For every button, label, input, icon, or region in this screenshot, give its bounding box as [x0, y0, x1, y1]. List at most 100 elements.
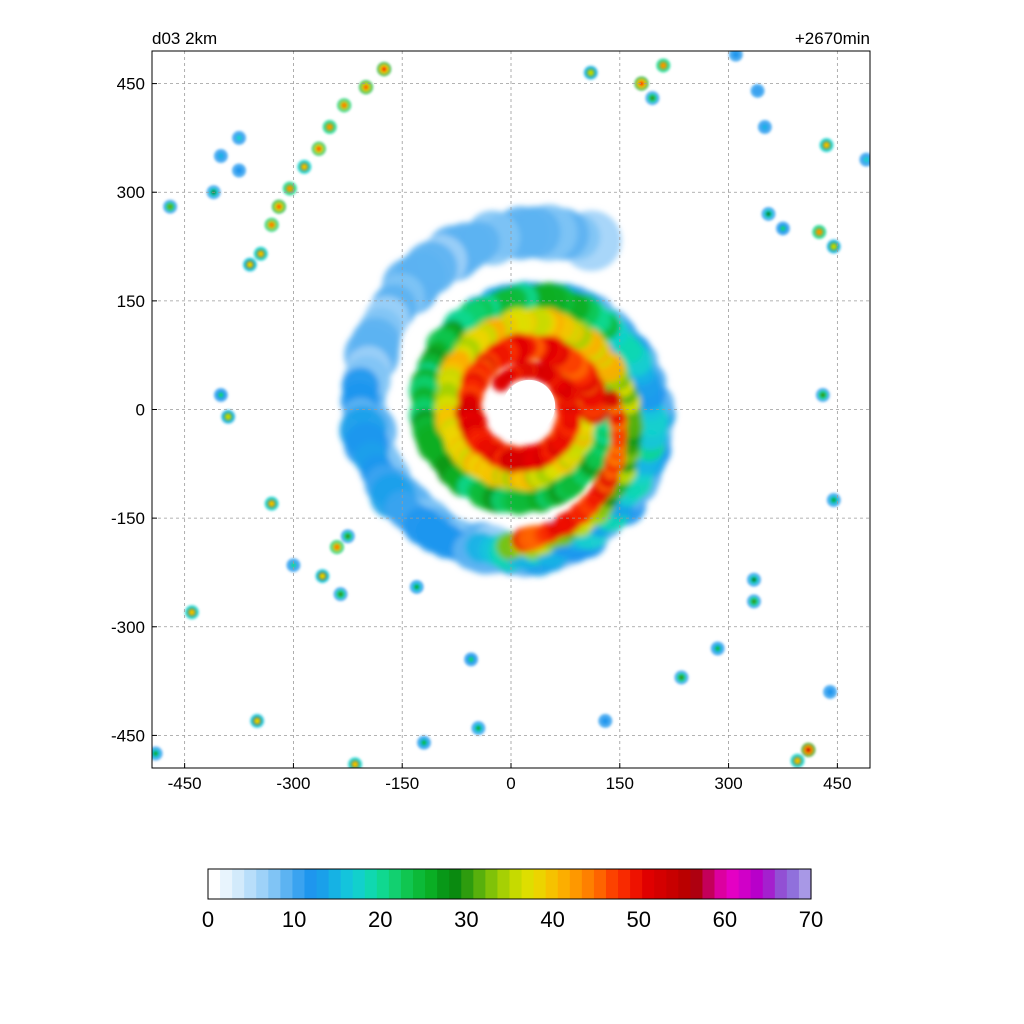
colorbar-swatch: [750, 869, 764, 899]
y-tick-label: -150: [111, 509, 145, 528]
colorbar-swatch: [545, 869, 559, 899]
y-axis-ticks: 450 300 150 0 -150 -300 -450: [111, 75, 157, 745]
cell-core: [649, 95, 656, 101]
colorbar-tick-labels: 0 10 20 30 40 50 60 70: [202, 907, 823, 932]
cell-core: [863, 157, 869, 163]
colorbar-tick-label: 30: [454, 907, 478, 932]
colorbar-swatch: [533, 869, 547, 899]
cell-core: [337, 591, 344, 597]
colorbar-swatch: [605, 869, 619, 899]
colorbar-swatch: [666, 869, 679, 899]
plot-area: [152, 51, 870, 768]
cell-core: [290, 562, 297, 568]
colorbar-swatch: [485, 869, 499, 899]
colorbar-swatch: [714, 869, 728, 899]
colorbar-tick-label: 20: [368, 907, 392, 932]
y-tick-label: -300: [111, 618, 145, 637]
y-tick-label: 0: [136, 401, 145, 420]
cell-core: [831, 497, 837, 503]
cell-core: [475, 725, 481, 731]
cell-core: [363, 84, 369, 90]
rainband-segment: [602, 390, 622, 409]
colorbar-swatch: [208, 869, 221, 899]
x-tick-label: 300: [714, 774, 742, 793]
colorbar-swatch: [509, 869, 523, 899]
colorbar-swatch: [425, 869, 438, 899]
colorbar-swatch: [786, 869, 800, 899]
reflectivity-field: [152, 51, 870, 768]
colorbar-swatch: [340, 869, 354, 899]
cell-core: [218, 392, 224, 398]
x-axis-ticks: -450 -300 -150 0 150 300 450: [168, 763, 852, 793]
colorbar-swatch: [557, 869, 571, 899]
cell-core: [276, 204, 282, 210]
colorbar-swatch: [569, 869, 583, 899]
colorbar-swatch: [413, 869, 426, 899]
cell-core: [715, 645, 721, 652]
cell-core: [319, 573, 326, 579]
colorbar-tick-label: 70: [799, 907, 823, 932]
colorbar-tick-label: 40: [540, 907, 564, 932]
cell-core: [352, 761, 358, 767]
colorbar-swatch: [774, 869, 788, 899]
colorbar-swatch: [364, 869, 378, 899]
colorbar-swatch: [702, 869, 716, 899]
cell-core: [287, 186, 293, 192]
cell-core: [334, 544, 340, 550]
colorbar-swatch: [521, 869, 535, 899]
colorbar: 0 10 20 30 40 50 60 70: [202, 868, 823, 932]
cell-core: [468, 656, 474, 662]
cell-core: [780, 225, 786, 232]
colorbar-swatch: [593, 869, 607, 899]
colorbar-swatch: [618, 869, 631, 899]
cell-core: [301, 164, 307, 170]
colorbar-tick-label: 0: [202, 907, 214, 932]
x-tick-label: 150: [606, 774, 634, 793]
colorbar-tick-label: 10: [282, 907, 306, 932]
colorbar-swatch: [244, 869, 257, 899]
rainband-segment: [491, 373, 510, 392]
colorbar-swatch: [738, 869, 752, 899]
cell-core: [602, 718, 608, 724]
colorbar-swatch: [376, 869, 390, 899]
cell-core: [751, 577, 757, 583]
colorbar-swatch: [328, 869, 342, 899]
colorbar-swatch: [437, 869, 450, 899]
colorbar-frame: [207, 868, 812, 900]
cell-core: [414, 584, 420, 590]
colorbar-swatch: [473, 869, 486, 899]
hurricane-core: [339, 204, 676, 578]
cell-core: [751, 598, 757, 605]
cell-core: [236, 135, 242, 141]
cell-core: [153, 750, 159, 757]
cell-core: [327, 124, 333, 130]
cell-core: [823, 142, 830, 148]
colorbar-swatch: [630, 869, 643, 899]
x-tick-label: 450: [823, 774, 851, 793]
colorbar-swatch: [726, 869, 740, 899]
colorbar-tick-label: 50: [626, 907, 650, 932]
cell-core: [754, 88, 761, 94]
cell-core: [316, 146, 322, 152]
colorbar-swatches: [208, 869, 812, 899]
cell-core: [588, 70, 594, 76]
colorbar-swatch: [678, 869, 691, 899]
cell-core: [341, 102, 347, 108]
x-tick-label: -300: [276, 774, 310, 793]
cell-core: [660, 62, 666, 69]
cell-core: [794, 758, 801, 764]
cell-core: [381, 66, 387, 72]
cell-core: [765, 211, 772, 217]
cell-core: [225, 414, 231, 420]
cell-core: [762, 124, 768, 130]
colorbar-swatch: [256, 869, 269, 899]
y-tick-label: 150: [117, 292, 145, 311]
colorbar-swatch: [497, 869, 511, 899]
cell-core: [827, 689, 833, 695]
colorbar-swatch: [449, 869, 462, 899]
cell-core: [820, 392, 826, 398]
plot-title-left: d03 2km: [152, 29, 217, 48]
convective-cells: [152, 51, 870, 768]
colorbar-swatch: [232, 869, 245, 899]
